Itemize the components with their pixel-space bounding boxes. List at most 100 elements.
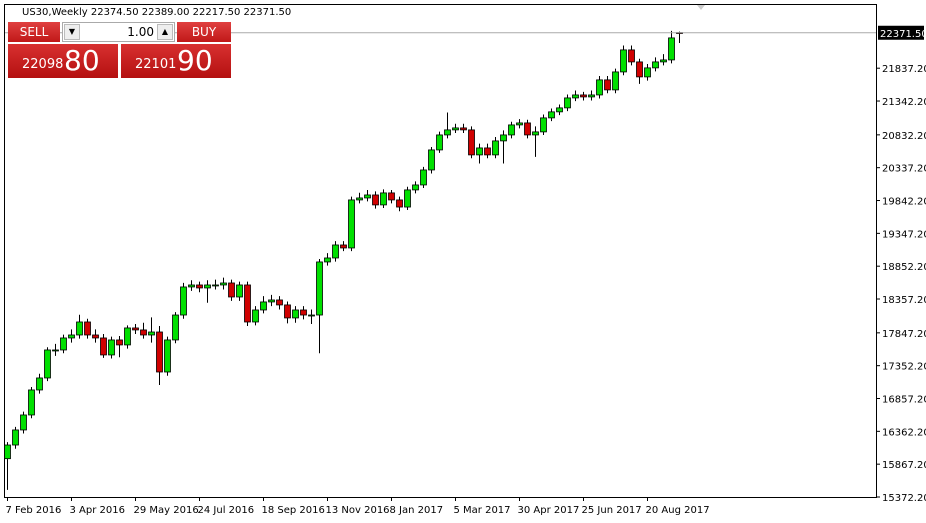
y-tick-label: 18852.20: [882, 262, 926, 273]
chart-title: US30,Weekly 22374.50 22389.00 22217.50 2…: [22, 7, 291, 18]
candle-body: [228, 282, 235, 298]
candle-body: [484, 147, 491, 156]
candle-body: [12, 429, 19, 446]
candle-body: [508, 124, 515, 136]
y-tick-label: 21837.20: [882, 64, 926, 75]
bid-main: 22098: [22, 57, 64, 72]
y-tick-label: 20832.20: [882, 131, 926, 142]
y-tick-label: 16362.20: [882, 427, 926, 438]
candle-body: [460, 127, 467, 131]
candle-body: [516, 122, 523, 126]
candle-body: [620, 49, 627, 73]
candle-body: [428, 149, 435, 171]
candle-body: [52, 349, 59, 352]
candle-body: [492, 140, 499, 156]
candle-body: [116, 339, 123, 346]
y-tick-label: 18357.20: [882, 295, 926, 306]
candle-body: [612, 71, 619, 91]
candle-body: [148, 331, 155, 336]
y-tick-label: 21342.20: [882, 97, 926, 108]
candle-body: [596, 79, 603, 96]
lot-down[interactable]: ▼: [64, 24, 80, 40]
candle-body: [652, 61, 659, 69]
candle-body: [108, 339, 115, 356]
candle-body: [260, 301, 267, 311]
candle-body: [476, 147, 483, 156]
candle-body: [132, 327, 139, 331]
candle-body: [156, 331, 163, 373]
candle-body: [572, 94, 579, 99]
x-tick-label: 13 Nov 2016: [326, 505, 390, 516]
x-tick-label: 3 Apr 2016: [70, 505, 125, 516]
candle-body: [396, 199, 403, 208]
candle-body: [604, 79, 611, 91]
candle-body: [524, 122, 531, 136]
candle-body: [332, 244, 339, 259]
sell-button[interactable]: SELL: [8, 22, 60, 42]
lot-box[interactable]: ▼ 1.00 ▲: [62, 22, 175, 42]
current-price-label: 22371.50: [880, 29, 926, 40]
candle-body: [388, 192, 395, 201]
x-tick-label: 8 Jan 2017: [390, 505, 444, 516]
candle-body: [20, 414, 27, 431]
candle-body: [220, 282, 227, 286]
candle-body: [364, 194, 371, 199]
x-tick-label: 5 Mar 2017: [454, 505, 511, 516]
candle-body: [316, 261, 323, 316]
candle-body: [468, 129, 475, 156]
candle-body: [588, 94, 595, 98]
y-tick-label: 19347.20: [882, 229, 926, 240]
candle-body: [532, 131, 539, 136]
shift-marker: [697, 5, 705, 10]
bid-big: 80: [64, 44, 100, 77]
candle-body: [268, 299, 275, 303]
y-tick-label: 17352.20: [882, 362, 926, 373]
candle-body: [276, 299, 283, 306]
y-tick-label: 15372.20: [882, 493, 926, 504]
candle-body: [212, 284, 219, 287]
bid-box[interactable]: 22098 80: [8, 44, 118, 78]
candle-body: [36, 377, 43, 391]
candle-body: [548, 111, 555, 119]
ask-big: 90: [177, 44, 213, 77]
x-tick-label: 18 Sep 2016: [262, 505, 325, 516]
x-tick-label: 7 Feb 2016: [6, 505, 62, 516]
current-price-box: [878, 25, 924, 40]
candle-body: [660, 59, 667, 63]
candle-body: [372, 194, 379, 206]
candle-body: [308, 314, 315, 317]
candle-body: [356, 197, 363, 201]
buy-button[interactable]: BUY: [177, 22, 231, 42]
x-tick-label: 24 Jul 2016: [198, 505, 255, 516]
candle-body: [28, 389, 35, 416]
candle-body: [172, 314, 179, 341]
candle-body: [348, 199, 355, 249]
candle-body: [580, 94, 587, 98]
candle-body: [564, 97, 571, 109]
ask-box[interactable]: 22101 90: [121, 44, 231, 78]
trade-panel: SELL ▼ 1.00 ▲ BUY 22098 80 22101 90: [8, 22, 231, 78]
candle-body: [420, 169, 427, 186]
y-tick-label: 15867.20: [882, 460, 926, 471]
candle-body: [84, 321, 91, 336]
candle-body: [636, 61, 643, 78]
x-tick-label: 20 Aug 2017: [646, 505, 710, 516]
candle-body: [340, 244, 347, 249]
candle-body: [140, 329, 147, 336]
candle-body: [188, 284, 195, 288]
x-tick-label: 25 Jun 2017: [582, 505, 642, 516]
candle-body: [628, 49, 635, 63]
candle-body: [500, 134, 507, 142]
candle-body: [404, 189, 411, 208]
candle-body: [164, 339, 171, 373]
candle-body: [204, 284, 211, 289]
y-tick-label: 19842.20: [882, 197, 926, 208]
x-tick-label: 29 May 2016: [134, 505, 199, 516]
candle-body: [236, 284, 243, 298]
candle-body: [444, 129, 451, 136]
candle-body: [252, 309, 259, 323]
candle-body: [196, 284, 203, 289]
lot-up[interactable]: ▲: [157, 24, 173, 40]
y-tick-label: 20337.20: [882, 164, 926, 175]
